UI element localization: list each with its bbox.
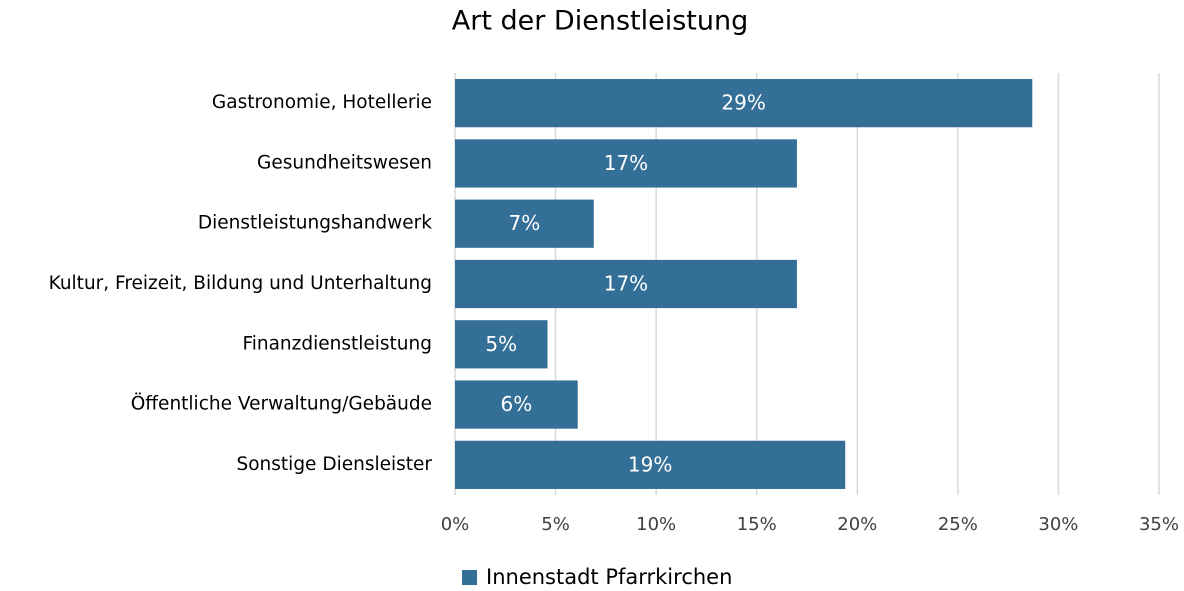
data-label: 17% [604,272,648,296]
x-tick-label: 5% [541,514,570,535]
data-label: 17% [604,151,648,175]
x-tick-label: 10% [636,514,676,535]
data-label: 6% [500,392,532,416]
bar [455,79,1033,128]
y-tick-label: Gastronomie, Hotellerie [212,92,432,113]
bar [455,259,797,309]
y-tick-label: Dienstleistungshandwerk [198,213,432,234]
x-tick-label: 15% [737,514,777,535]
bar [455,139,797,188]
y-tick-label: Finanzdienstleistung [242,333,432,354]
x-tick-label: 20% [837,514,877,535]
chart-title: Art der Dienstleistung [452,6,748,37]
bar [455,199,594,248]
y-tick-label: Kultur, Freizeit, Bildung und Unterhaltu… [49,273,432,294]
data-label: 5% [485,332,517,356]
data-label: 7% [509,211,541,235]
data-label: 19% [628,452,672,476]
x-tick-label: 30% [1038,514,1078,535]
legend-swatch [462,570,477,585]
bar [455,380,578,429]
bar [455,320,548,369]
y-tick-label: Sonstige Diensleister [237,454,433,475]
y-tick-label: Gesundheitswesen [257,152,432,173]
bar [455,440,846,489]
x-tick-label: 0% [441,514,470,535]
legend-label: Innenstadt Pfarrkirchen [486,565,732,589]
x-tick-label: 25% [938,514,978,535]
data-label: 29% [721,91,765,115]
x-tick-label: 35% [1139,514,1179,535]
y-tick-label: Öffentliche Verwaltung/Gebäude [131,393,432,415]
